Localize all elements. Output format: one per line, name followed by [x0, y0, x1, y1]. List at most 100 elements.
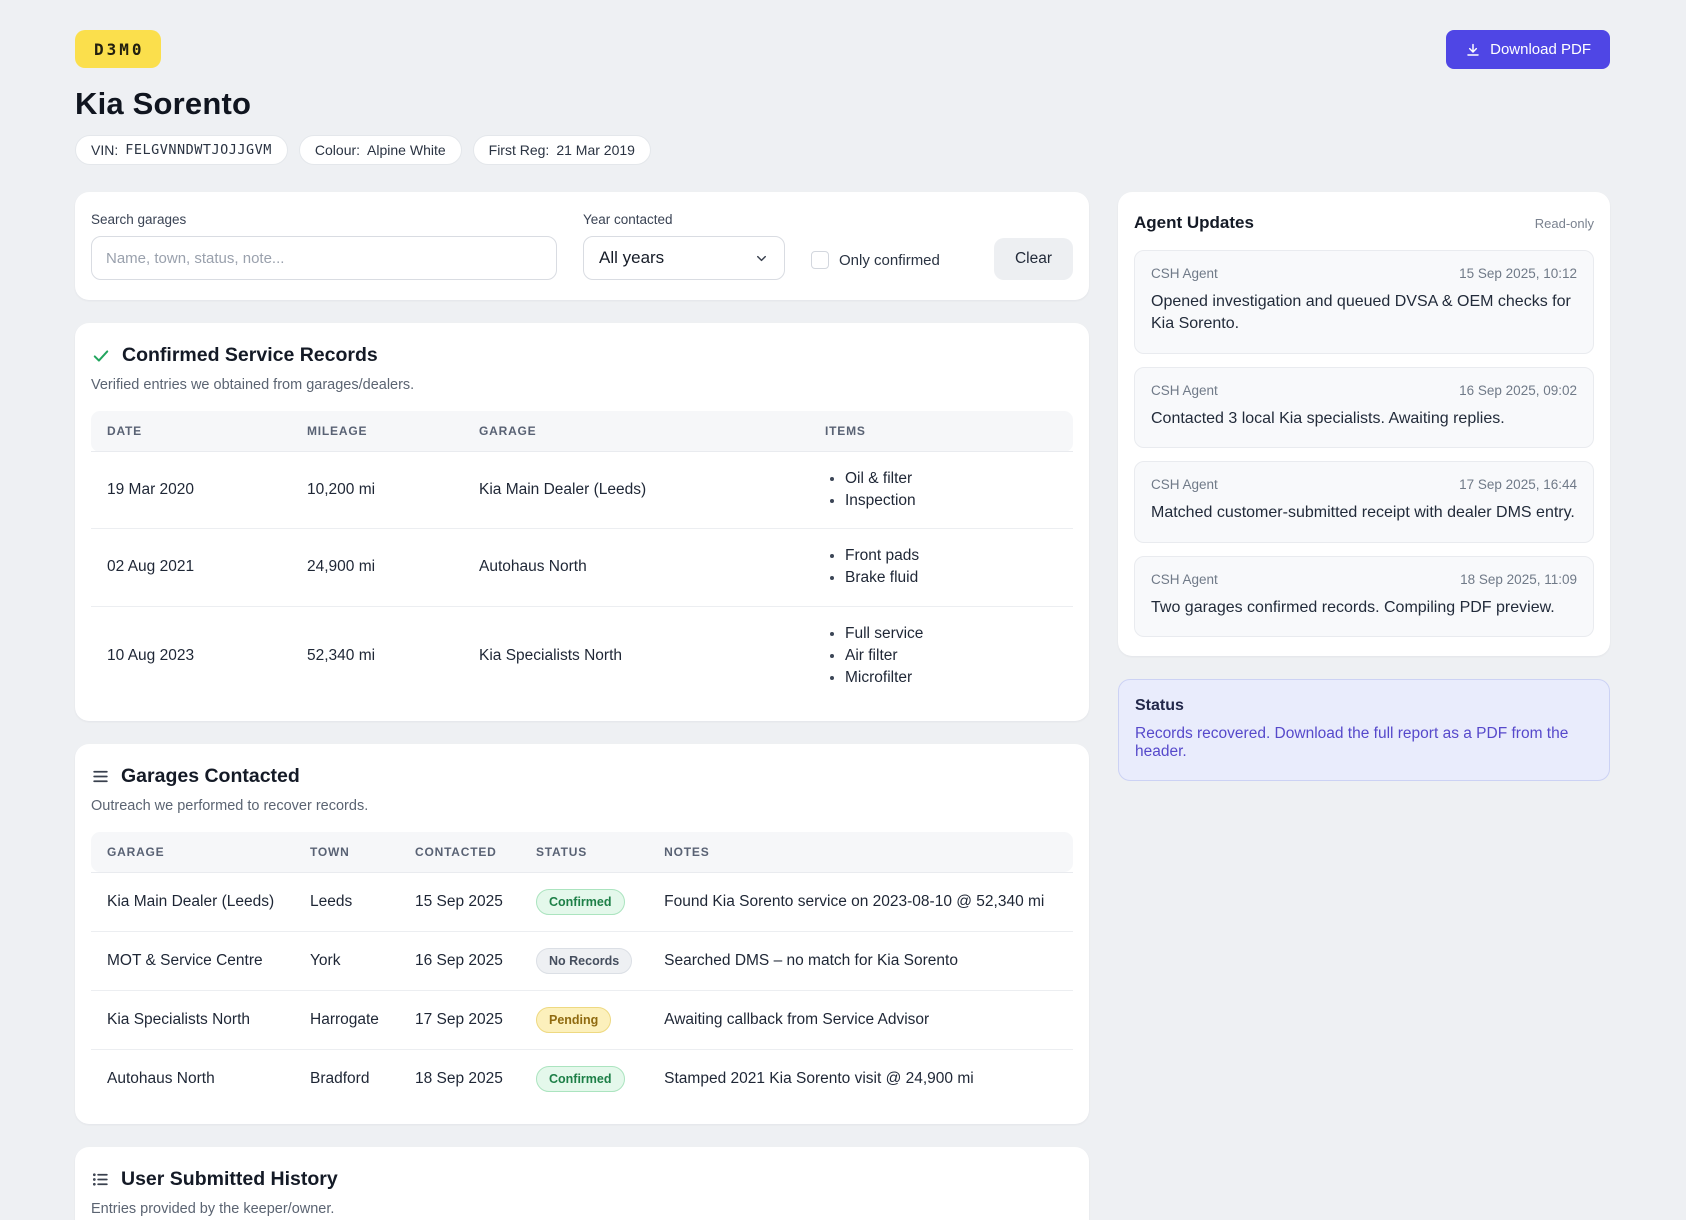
- agent-update-card: CSH Agent 18 Sep 2025, 11:09 Two garages…: [1134, 555, 1594, 637]
- record-item: Microfilter: [845, 667, 1057, 689]
- status-badge: Confirmed: [536, 888, 625, 915]
- status-title: Status: [1135, 696, 1184, 714]
- only-confirmed-checkbox[interactable]: [811, 251, 829, 269]
- vehicle-chip: Colour: Alpine White: [298, 135, 462, 165]
- garage-town: Leeds: [310, 892, 353, 910]
- agent-name: CSH Agent: [1151, 571, 1218, 587]
- confirmed-service-records-section: Confirmed Service Records Verified entri…: [75, 323, 1089, 721]
- record-garage: Autohaus North: [463, 528, 809, 607]
- user-submitted-history-section: User Submitted History Entries provided …: [75, 1146, 1089, 1220]
- col-header-contacted: Contacted: [399, 831, 520, 873]
- garage-contact-row: Kia Main Dealer (Leeds) Leeds 15 Sep 202…: [91, 872, 1073, 931]
- garage-town: Harrogate: [294, 989, 399, 1050]
- readonly-label: Read-only: [1534, 215, 1594, 231]
- record-mileage: 10,200 mi: [307, 481, 376, 499]
- vehicle-chips: VIN: FELGVNNDWTJOJJGVM Colour: Alpine Wh…: [75, 135, 1610, 165]
- chip-label: Colour:: [314, 142, 361, 158]
- service-record-row: 10 Aug 2023 52,340 mi Kia Specialists No…: [91, 605, 1073, 705]
- garage-notes: Found Kia Sorento service on 2023-08-10 …: [664, 892, 1045, 910]
- garage-name: Autohaus North: [91, 1048, 294, 1108]
- col-header-mileage: Mileage: [291, 411, 463, 452]
- agent-update-card: CSH Agent 15 Sep 2025, 10:12 Opened inve…: [1134, 250, 1594, 354]
- record-date: 19 Mar 2020: [107, 481, 195, 499]
- user-history-subtitle: Entries provided by the keeper/owner.: [91, 1200, 335, 1217]
- agent-name: CSH Agent: [1151, 477, 1218, 493]
- status-badge: Pending: [536, 1006, 612, 1033]
- confirmed-records-title: Confirmed Service Records: [122, 344, 378, 366]
- update-timestamp: 17 Sep 2025, 16:44: [1459, 477, 1577, 493]
- service-record-row: 02 Aug 2021 24,900 mi Autohaus North Fro…: [91, 528, 1073, 607]
- search-input[interactable]: [91, 236, 557, 280]
- year-select-value: All years: [599, 248, 665, 267]
- col-header-date: Date: [91, 411, 291, 452]
- record-mileage: 24,900 mi: [291, 528, 463, 607]
- col-header-town: Town: [294, 831, 399, 873]
- garage-contacted-date: 17 Sep 2025: [399, 989, 520, 1050]
- agent-updates-title: Agent Updates: [1134, 213, 1254, 232]
- download-pdf-button[interactable]: Download PDF: [1446, 30, 1610, 69]
- garage-contact-row: Kia Specialists North Harrogate 17 Sep 2…: [91, 989, 1073, 1050]
- service-record-row: 19 Mar 2020 10,200 mi Kia Main Dealer (L…: [91, 452, 1073, 529]
- garages-contacted-table: Garage Town Contacted Status Notes Kia M…: [91, 831, 1073, 1108]
- service-records-table: Date Mileage Garage Items 19 Mar 2020 10…: [91, 411, 1073, 705]
- record-garage: Kia Specialists North: [463, 605, 809, 705]
- garage-name: MOT & Service Centre: [91, 930, 294, 991]
- garage-contacted-date: 15 Sep 2025: [415, 892, 503, 910]
- col-header-status: Status: [520, 831, 649, 873]
- garage-contact-row: Autohaus North Bradford 18 Sep 2025 Conf…: [91, 1048, 1073, 1108]
- only-confirmed-label: Only confirmed: [839, 251, 940, 269]
- col-header-items: Items: [809, 411, 1073, 452]
- garages-contacted-section: Garages Contacted Outreach we performed …: [75, 743, 1089, 1124]
- search-garages-label: Search garages: [91, 212, 187, 227]
- check-icon: [91, 346, 111, 366]
- record-items-list: Oil & filterInspection: [825, 468, 1057, 512]
- update-message: Two garages confirmed records. Compiling…: [1151, 598, 1555, 616]
- status-badge: Confirmed: [536, 1065, 625, 1092]
- update-timestamp: 15 Sep 2025, 10:12: [1459, 266, 1577, 281]
- header: D3M0 Download PDF: [75, 30, 1610, 69]
- record-item: Inspection: [845, 490, 1057, 512]
- update-message: Contacted 3 local Kia specialists. Await…: [1151, 409, 1505, 427]
- garage-contact-row: MOT & Service Centre York 16 Sep 2025 No…: [91, 930, 1073, 991]
- year-contacted-label: Year contacted: [583, 212, 673, 227]
- garage-contacted-date: 18 Sep 2025: [399, 1048, 520, 1108]
- record-mileage: 52,340 mi: [291, 605, 463, 705]
- record-items-list: Front padsBrake fluid: [825, 545, 1057, 589]
- agent-update-card: CSH Agent 17 Sep 2025, 16:44 Matched cus…: [1134, 461, 1594, 543]
- user-history-title: User Submitted History: [121, 1167, 338, 1190]
- garage-name: Kia Specialists North: [91, 989, 294, 1050]
- filter-bar: Search garages Year contacted All years …: [75, 192, 1089, 300]
- record-date: 10 Aug 2023: [91, 605, 291, 705]
- only-confirmed-group: Only confirmed: [811, 251, 940, 280]
- record-item: Front pads: [845, 545, 1057, 567]
- record-item: Oil & filter: [845, 468, 1057, 490]
- update-timestamp: 18 Sep 2025, 11:09: [1460, 571, 1577, 587]
- sidebar: Agent Updates Read-only CSH Agent 15 Sep…: [1118, 192, 1610, 781]
- record-item: Full service: [845, 623, 1057, 645]
- status-box: Status Records recovered. Download the f…: [1118, 678, 1610, 781]
- chevron-down-icon: [754, 251, 769, 266]
- record-item: Air filter: [845, 645, 1057, 667]
- update-timestamp: 16 Sep 2025, 09:02: [1459, 382, 1577, 398]
- garage-name: Kia Main Dealer (Leeds): [107, 892, 275, 910]
- record-item: Brake fluid: [845, 567, 1057, 589]
- col-header-garage: Garage: [91, 831, 294, 873]
- page-title: Kia Sorento: [75, 86, 252, 121]
- garage-notes: Stamped 2021 Kia Sorento visit @ 24,900 …: [648, 1048, 1073, 1108]
- download-icon: [1465, 42, 1481, 58]
- record-items-list: Full serviceAir filterMicrofilter: [825, 623, 1057, 689]
- garage-notes: Awaiting callback from Service Advisor: [648, 989, 1073, 1050]
- agent-updates-panel: Agent Updates Read-only CSH Agent 15 Sep…: [1118, 192, 1610, 656]
- year-select[interactable]: All years: [583, 236, 785, 280]
- main-column: Search garages Year contacted All years …: [75, 192, 1089, 1220]
- clear-filters-button[interactable]: Clear: [993, 238, 1073, 280]
- list-icon: [91, 1170, 110, 1189]
- update-message: Opened investigation and queued DVSA & O…: [1151, 293, 1571, 333]
- chip-value: 21 Mar 2019: [556, 142, 635, 158]
- garages-contacted-title: Garages Contacted: [121, 764, 300, 787]
- status-message: Records recovered. Download the full rep…: [1135, 724, 1569, 760]
- record-date: 02 Aug 2021: [91, 528, 291, 607]
- chip-value: Alpine White: [367, 142, 446, 158]
- garage-town: York: [294, 930, 399, 991]
